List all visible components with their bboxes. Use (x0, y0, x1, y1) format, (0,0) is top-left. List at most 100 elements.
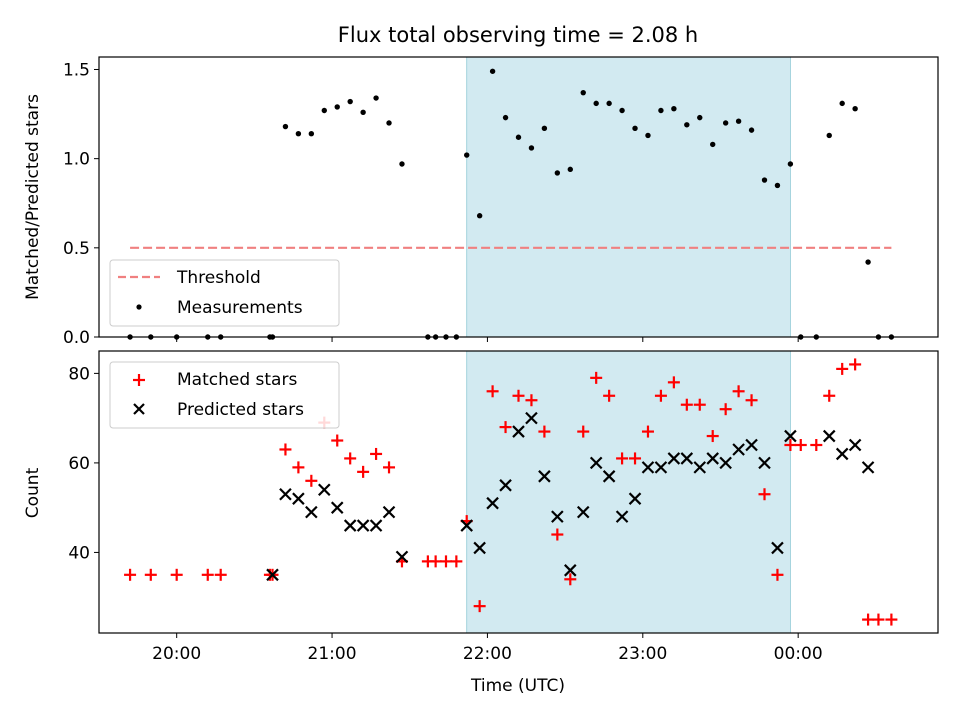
y-tick-label: 60 (68, 454, 90, 474)
matched-star-point (292, 461, 305, 474)
measurement-point (360, 109, 366, 115)
matched-star-point (214, 568, 227, 581)
x-tick-label: 23:00 (618, 644, 667, 664)
matched-star-point (305, 474, 318, 487)
matched-star-point (590, 371, 603, 384)
x-tick-label: 22:00 (463, 644, 512, 664)
top-legend-box (109, 259, 340, 327)
measurement-point (308, 130, 315, 137)
measurement-point (865, 259, 871, 265)
matched-star-point (719, 403, 732, 416)
measurement-point (593, 100, 599, 107)
measurement-point (735, 118, 742, 124)
predicted-star-point (693, 461, 707, 474)
predicted-star-point (732, 443, 745, 456)
predicted-star-point (654, 461, 668, 474)
top-panel-frame (98, 56, 939, 338)
predicted-star-point (279, 487, 292, 501)
matched-star-point (170, 568, 183, 581)
y-tick-label: 1.5 (63, 60, 90, 80)
predicted-star-point (330, 501, 344, 514)
matched-star-point (794, 439, 807, 451)
matched-star-point (680, 398, 693, 411)
legend-measurements-label: Measurements (177, 298, 303, 318)
predicted-star-point (318, 483, 331, 497)
measurement-point (761, 177, 768, 183)
measurement-point (386, 120, 392, 126)
matched-star-point (279, 443, 292, 456)
matched-star-point (383, 461, 396, 474)
x-tick-label: 00:00 (774, 644, 823, 664)
bottom-panel: 40 60 80 20:00 21:00 22:00 23:00 00:00 Matched … (68, 350, 939, 664)
legend-predicted-swatch (133, 403, 145, 415)
matched-star-point (823, 389, 836, 402)
matched-star-point (732, 385, 745, 398)
x-tick-label: 21:00 (308, 644, 357, 664)
matched-star-point (429, 555, 442, 568)
observing-time-span-top (466, 56, 791, 338)
matched-star-point (771, 568, 784, 581)
predicted-star-point (512, 425, 525, 438)
matched-star-point (885, 613, 898, 626)
measurement-point (619, 107, 625, 114)
measurement-point (541, 125, 548, 132)
matched-star-point (551, 528, 564, 541)
measurement-point (722, 120, 729, 126)
matched-star-point (758, 488, 771, 501)
predicted-star-point (680, 452, 694, 465)
matched-star-point (439, 555, 452, 568)
measurement-point (852, 106, 858, 112)
matched-star-point (784, 439, 797, 451)
predicted-star-point (473, 541, 486, 555)
predicted-star-point (564, 564, 577, 577)
matched-star-point (745, 394, 758, 407)
predicted-star-point (758, 456, 771, 470)
matched-star-point (862, 613, 875, 626)
measurement-point (684, 122, 690, 128)
predicted-star-point (861, 461, 875, 474)
matched-star-point (538, 425, 551, 438)
measurement-point (476, 213, 483, 219)
y-tick-label: 1.0 (63, 150, 90, 170)
predicted-star-point (486, 496, 499, 510)
predicted-star-point (848, 438, 862, 452)
matched-star-point (512, 389, 525, 402)
predicted-star-point (305, 505, 318, 519)
predicted-star-point (343, 519, 357, 532)
predicted-star-point (499, 479, 512, 492)
predicted-star-point (835, 447, 849, 461)
measurement-point (839, 100, 845, 107)
predicted-star-point (641, 461, 655, 474)
matched-star-point (473, 600, 486, 613)
measurement-point (567, 166, 573, 173)
measurement-point (787, 161, 794, 167)
measurement-point (373, 95, 379, 101)
measurement-point (671, 106, 677, 112)
matched-star-point (603, 389, 616, 402)
predicted-star-point (369, 519, 383, 532)
predicted-star-point (745, 438, 758, 452)
matched-star-point (616, 452, 629, 465)
measurement-point (645, 132, 651, 139)
x-tick-label: 20:00 (152, 644, 201, 664)
matched-star-point (693, 398, 706, 411)
matched-star-point (450, 555, 463, 568)
measurement-point (580, 89, 586, 96)
measurement-point (748, 127, 755, 133)
predicted-star-point (771, 541, 784, 555)
measurement-point (282, 123, 289, 130)
matched-star-point (629, 452, 642, 465)
predicted-star-point (589, 456, 603, 470)
bottom-panel-frame (98, 350, 939, 634)
predicted-star-point (719, 456, 732, 470)
y-tick-label: 40 (68, 543, 90, 563)
predicted-star-point (382, 505, 396, 519)
measurement-point (774, 182, 781, 189)
bottom-legend-box (109, 361, 340, 429)
matched-star-point (486, 385, 499, 398)
matched-star-point (667, 376, 680, 389)
measurement-point (710, 141, 716, 148)
matched-star-point (124, 568, 137, 581)
matched-star-point (849, 358, 862, 371)
